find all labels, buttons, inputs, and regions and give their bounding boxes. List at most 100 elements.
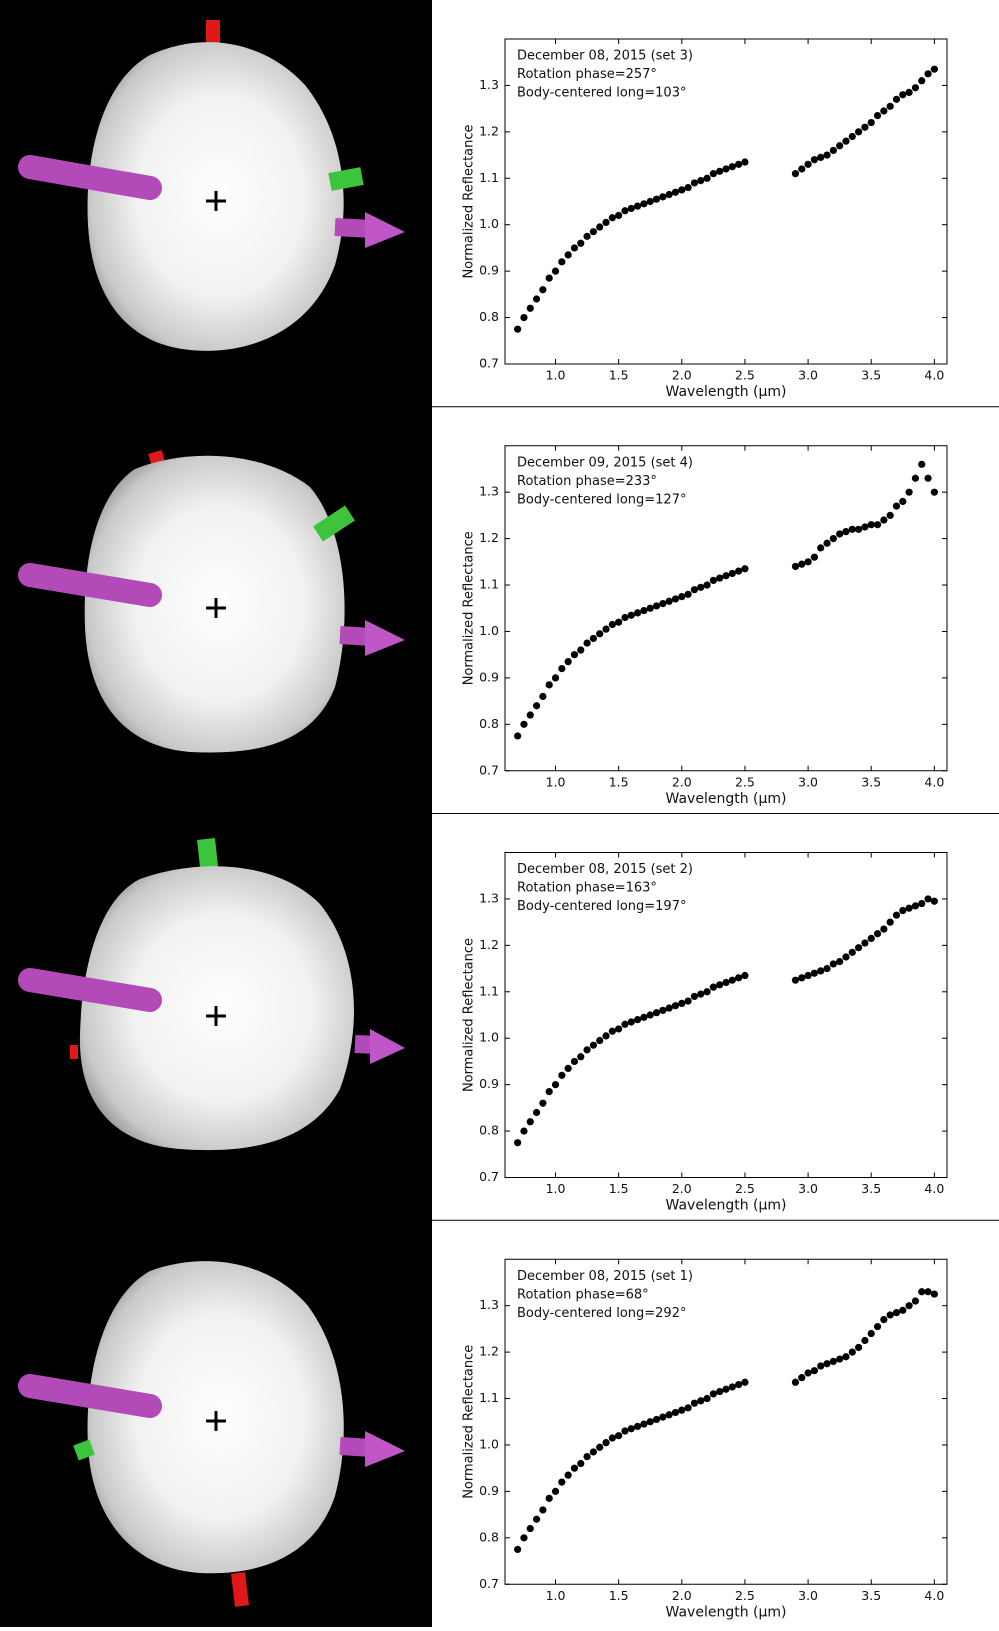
data-point (621, 1427, 629, 1435)
y-tick-label: 1.0 (479, 216, 499, 231)
data-point (735, 974, 743, 982)
y-axis-label: Normalized Reflectance (462, 1345, 477, 1499)
x-tick-label: 1.0 (546, 1588, 566, 1603)
data-point (634, 1016, 642, 1024)
data-point (634, 609, 642, 617)
x-tick-label: 3.0 (798, 1588, 818, 1603)
data-point (551, 1487, 560, 1495)
data-point (615, 1025, 623, 1033)
data-point (735, 1381, 743, 1389)
data-point (722, 572, 730, 580)
data-point (873, 1322, 882, 1331)
data-point (905, 88, 913, 96)
data-point (709, 983, 717, 991)
data-point (684, 997, 692, 1005)
y-tick-label: 0.9 (479, 263, 499, 278)
data-point (848, 948, 856, 956)
sun-arrow-head (370, 1029, 405, 1064)
data-point (545, 681, 553, 689)
data-point (520, 1127, 528, 1135)
data-point (615, 211, 623, 220)
data-point (867, 1329, 875, 1338)
y-tick-label: 1.0 (479, 623, 499, 638)
data-point (514, 732, 522, 740)
plot-frame (504, 1258, 948, 1585)
data-point (621, 613, 629, 622)
y-tick-label: 1.1 (479, 577, 499, 592)
data-point (861, 123, 869, 131)
data-point (804, 160, 812, 168)
asteroid-render (18, 20, 405, 351)
annotation: Rotation phase=233° (517, 474, 657, 489)
data-point (791, 976, 800, 984)
annotation: Body-centered long=197° (517, 899, 686, 914)
x-tick-label: 4.0 (924, 1588, 944, 1603)
x-tick-label: 1.0 (546, 1181, 566, 1196)
data-point (583, 1452, 591, 1461)
x-tick-label: 3.0 (798, 1181, 818, 1196)
data-point (514, 1139, 522, 1147)
x-tick-label: 1.0 (546, 774, 566, 789)
data-point (697, 177, 705, 185)
y-tick-label: 1.2 (479, 937, 499, 952)
data-point (526, 304, 534, 312)
data-point (823, 1360, 831, 1368)
x-tick-label: 3.5 (861, 774, 881, 789)
data-point (539, 1506, 547, 1514)
data-point (514, 1545, 522, 1554)
data-point (848, 525, 856, 533)
annotation: Rotation phase=163° (517, 881, 657, 896)
data-point (899, 1306, 907, 1314)
data-point (627, 1018, 635, 1026)
data-point (924, 1288, 932, 1296)
data-point (602, 218, 610, 226)
data-point (671, 595, 680, 603)
data-point (596, 223, 604, 231)
data-point (817, 1362, 825, 1370)
annotation: December 08, 2015 (set 1) (517, 1269, 693, 1284)
plot-frame (504, 38, 948, 365)
data-point (728, 163, 736, 171)
data-point (589, 1041, 598, 1049)
data-point (640, 1420, 648, 1428)
y-tick-label: 1.0 (479, 1030, 499, 1045)
data-point (728, 976, 736, 984)
data-point (520, 313, 528, 322)
data-point (564, 658, 572, 666)
data-point (918, 460, 926, 468)
data-point (886, 511, 894, 519)
asteroid-render (18, 1261, 405, 1607)
data-point (855, 1343, 863, 1352)
data-point (817, 544, 825, 552)
data-point (539, 286, 547, 294)
data-point (905, 904, 913, 912)
x-tick-label: 3.5 (861, 1181, 881, 1196)
data-point (842, 1353, 850, 1361)
data-point (722, 1385, 730, 1393)
data-point (899, 497, 907, 506)
data-point (899, 91, 907, 99)
annotation: Rotation phase=257° (517, 67, 657, 82)
data-point (829, 960, 837, 968)
y-tick-label: 1.2 (479, 123, 499, 138)
data-point (886, 1311, 894, 1319)
data-point (741, 1378, 749, 1386)
data-point (545, 1088, 553, 1096)
data-point (848, 132, 856, 141)
data-point (659, 1006, 667, 1014)
data-point (615, 618, 623, 626)
data-point (892, 1309, 901, 1317)
y-axis-label: Normalized Reflectance (462, 531, 477, 685)
data-point (558, 1478, 566, 1486)
x-tick-label: 2.0 (672, 774, 692, 789)
data-point (551, 1081, 560, 1089)
data-point (697, 1397, 705, 1405)
data-point (709, 576, 717, 584)
data-point (842, 137, 850, 145)
data-point (873, 521, 882, 529)
data-point (911, 474, 920, 482)
data-point (855, 525, 863, 533)
data-point (589, 634, 598, 643)
y-tick-label: 1.3 (479, 1297, 499, 1312)
